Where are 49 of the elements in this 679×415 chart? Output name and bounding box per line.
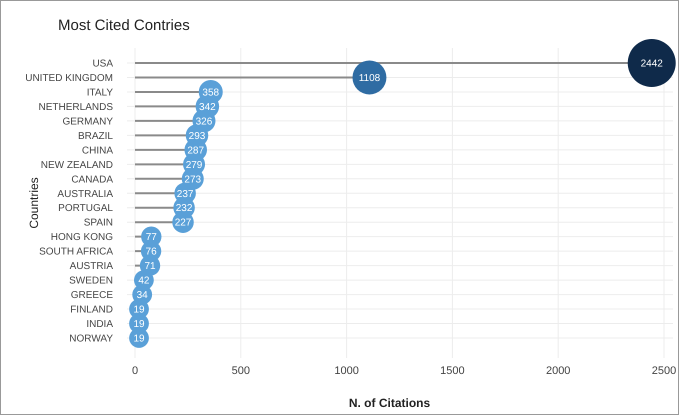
y-tick-label: FINLAND (70, 304, 113, 316)
x-tick-label: 2000 (546, 365, 570, 377)
data-label: 358 (202, 87, 220, 98)
y-tick-label: USA (92, 58, 114, 70)
y-tick-label: PORTUGAL (58, 203, 114, 214)
x-tick-label: 1000 (334, 365, 359, 377)
data-label: 287 (187, 145, 205, 156)
data-label: 326 (196, 116, 213, 128)
y-tick-label: ITALY (86, 87, 114, 98)
y-tick-label: GREECE (70, 290, 114, 302)
y-tick-label: AUSTRIA (70, 261, 114, 272)
data-label: 71 (144, 261, 156, 272)
data-label: 19 (133, 319, 146, 330)
y-tick-label: HONG KONG (50, 232, 114, 244)
y-tick-label: NEW ZEALAND (40, 160, 113, 171)
y-tick-label: SPAIN (84, 218, 113, 229)
x-tick-label: 500 (232, 365, 250, 377)
y-tick-label: NETHERLANDS (38, 102, 114, 113)
y-tick-label: BRAZIL (78, 130, 114, 142)
data-label: 293 (188, 130, 206, 142)
x-tick-label: 0 (132, 365, 138, 377)
y-axis-title: Countries (27, 177, 41, 229)
data-label: 279 (186, 160, 203, 171)
data-label: 1108 (358, 72, 381, 84)
data-label: 237 (176, 188, 194, 200)
data-label: 342 (199, 102, 216, 113)
y-tick-label: SOUTH AFRICA (39, 246, 114, 258)
y-tick-label: UNITED KINGDOM (25, 72, 113, 84)
data-label: 273 (184, 174, 202, 186)
data-label: 2442 (640, 58, 664, 70)
y-tick-label: NORWAY (69, 334, 114, 344)
y-tick-label: INDIA (86, 319, 114, 330)
data-label: 42 (138, 276, 150, 287)
data-label: 19 (133, 304, 146, 316)
x-tick-label: 1500 (440, 365, 465, 377)
y-tick-label: AUSTRALIA (57, 188, 114, 200)
y-tick-label: SWEDEN (69, 276, 113, 287)
data-label: 77 (146, 232, 158, 244)
data-label: 227 (174, 218, 192, 229)
chart-title: Most Cited Contries (58, 17, 190, 34)
x-axis-title: N. of Citations (348, 396, 430, 410)
data-label: 34 (136, 290, 148, 302)
y-tick-label: GERMANY (62, 116, 114, 128)
y-tick-label: CANADA (71, 174, 114, 186)
y-tick-label: CHINA (82, 145, 114, 156)
data-label: 76 (146, 246, 158, 258)
data-label: 19 (133, 334, 146, 344)
x-tick-label: 2500 (652, 365, 676, 377)
data-label: 232 (176, 203, 193, 214)
